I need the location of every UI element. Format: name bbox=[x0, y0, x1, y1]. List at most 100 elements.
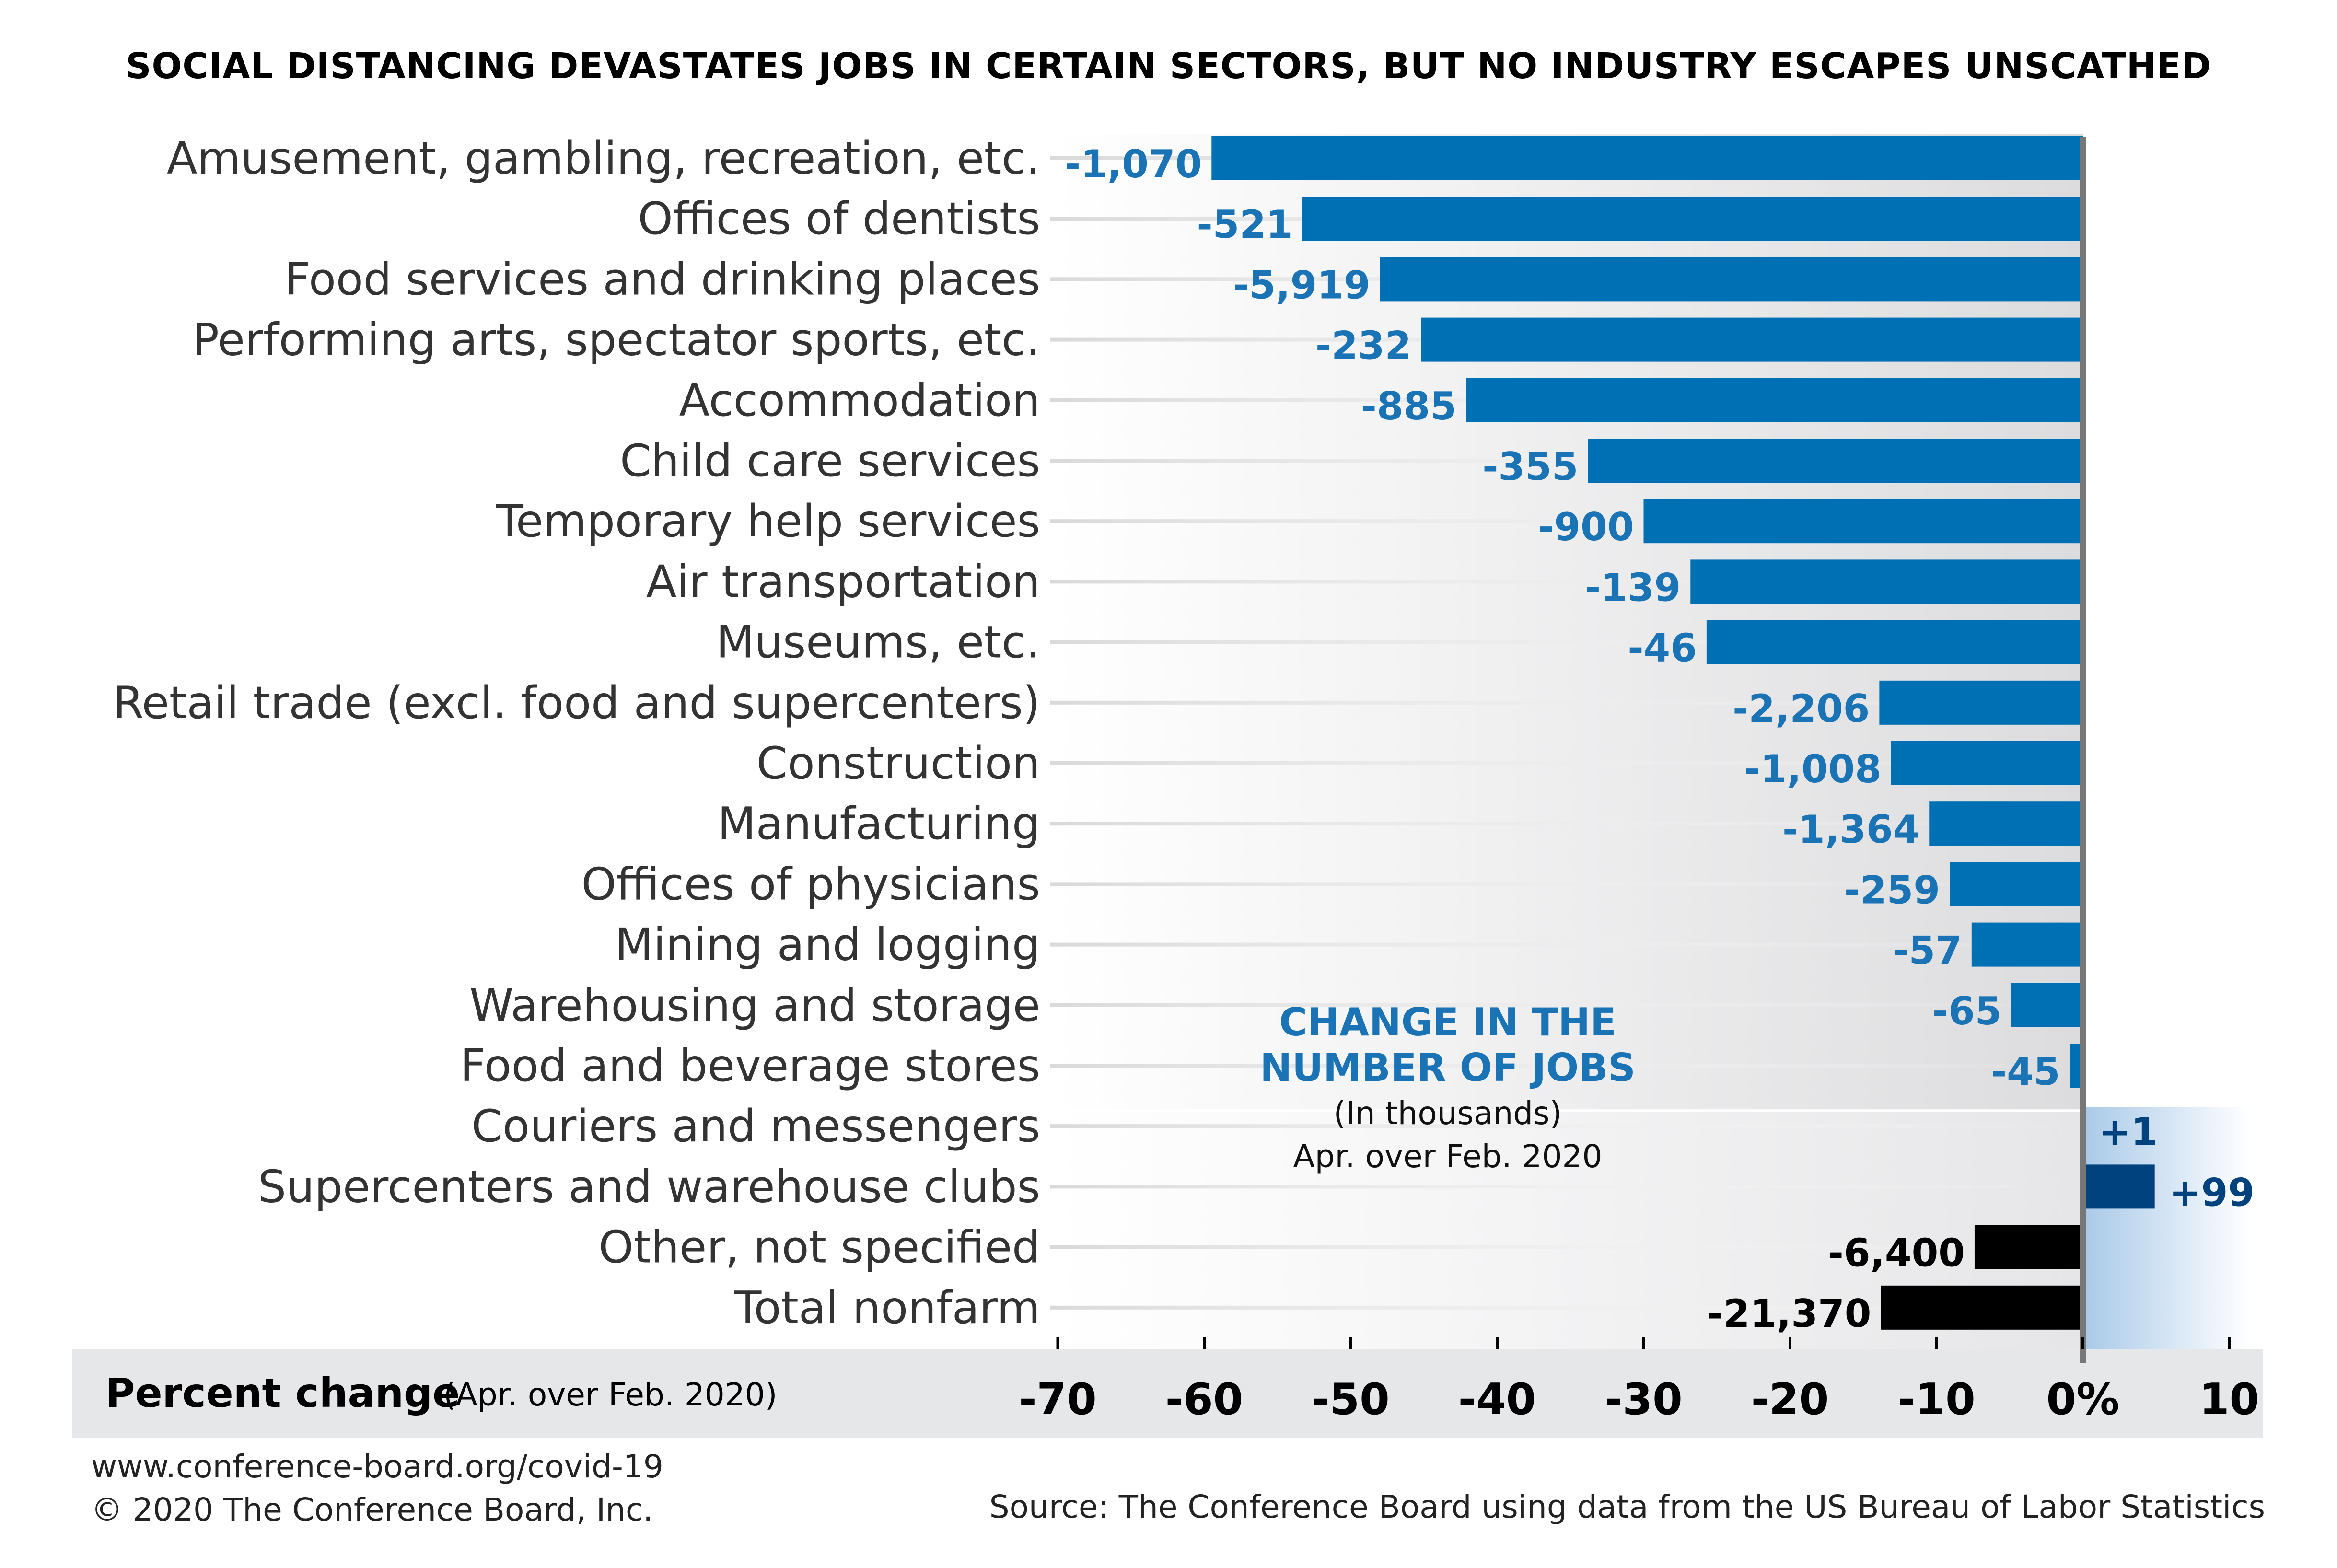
data-label: -355 bbox=[1482, 444, 1578, 489]
bar bbox=[1643, 499, 2083, 544]
annotation-sub-1: (In thousands) bbox=[1334, 1095, 1562, 1132]
category-label: Construction bbox=[756, 737, 1040, 789]
data-label: -1,008 bbox=[1744, 747, 1882, 791]
bar-row: Museums, etc. -46 bbox=[716, 616, 2083, 671]
x-tick bbox=[1496, 1337, 1499, 1349]
leader-line bbox=[1050, 1003, 2083, 1007]
data-label: -232 bbox=[1315, 324, 1411, 368]
category-label: Other, not specified bbox=[598, 1221, 1040, 1273]
category-label: Supercenters and warehouse clubs bbox=[258, 1161, 1040, 1212]
leader-line bbox=[1050, 1124, 2083, 1128]
annotation-heading-2: NUMBER OF JOBS bbox=[1260, 1045, 1635, 1090]
bar-row: Performing arts, spectator sports, etc. -… bbox=[192, 314, 2083, 368]
category-label: Air transportation bbox=[646, 556, 1040, 607]
leader-line bbox=[1050, 1305, 2083, 1310]
data-label: -2,206 bbox=[1732, 686, 1870, 731]
bar-row: Food services and drinking places -5,919 bbox=[285, 253, 2083, 307]
x-tick bbox=[1203, 1337, 1206, 1349]
annotation-box: CHANGE IN THE NUMBER OF JOBS (In thousan… bbox=[1260, 1000, 1635, 1175]
bar-row: Child care services -355 bbox=[620, 435, 2083, 489]
data-label: -521 bbox=[1197, 202, 1292, 247]
category-label: Manufacturing bbox=[718, 798, 1040, 849]
data-label: -6,400 bbox=[1828, 1231, 1965, 1276]
bar-row: Accommodation -885 bbox=[679, 374, 2083, 429]
bar bbox=[1588, 439, 2083, 483]
category-label: Child care services bbox=[620, 435, 1040, 487]
x-tick-label: -70 bbox=[1019, 1374, 1097, 1425]
bar bbox=[2011, 983, 2083, 1027]
bar-row: Manufacturing -1,364 bbox=[718, 798, 2083, 852]
bar bbox=[1949, 862, 2083, 906]
bar bbox=[1380, 257, 2083, 302]
data-label: -139 bbox=[1585, 565, 1681, 610]
leader-line bbox=[1050, 1064, 2083, 1068]
data-label: -21,370 bbox=[1707, 1291, 1871, 1336]
x-tick bbox=[1642, 1337, 1645, 1349]
bar bbox=[1974, 1225, 2083, 1269]
annotation-sub-2: Apr. over Feb. 2020 bbox=[1293, 1138, 1602, 1175]
bar bbox=[1971, 922, 2083, 967]
bar-row: Couriers and messengers +1 bbox=[471, 1100, 2157, 1154]
bar-row: Food and beverage stores -45 bbox=[460, 1040, 2083, 1094]
x-tick bbox=[1056, 1337, 1059, 1349]
x-tick-label: -50 bbox=[1312, 1374, 1390, 1425]
category-label: Food services and drinking places bbox=[285, 253, 1040, 305]
bar-row: Amusement, gambling, recreation, etc. -1,… bbox=[167, 132, 2083, 186]
bar-row: Offices of physicians -259 bbox=[581, 858, 2083, 912]
bar-row: Temporary help services -900 bbox=[496, 495, 2083, 549]
bar-row: Other, not specified -6,400 bbox=[598, 1221, 2083, 1276]
data-label: -57 bbox=[1893, 929, 1962, 973]
data-label: +1 bbox=[2099, 1110, 2158, 1154]
category-label: Warehousing and storage bbox=[469, 979, 1040, 1031]
data-label: -46 bbox=[1628, 626, 1697, 671]
bar bbox=[2083, 1164, 2155, 1209]
bar bbox=[1929, 801, 2083, 846]
data-label: -45 bbox=[1991, 1049, 2060, 1094]
leader-line bbox=[1050, 1245, 2083, 1249]
leader-line bbox=[1050, 822, 2083, 826]
footer-left: www.conference-board.org/covid-19 © 2020… bbox=[91, 1445, 663, 1532]
bar-row: Total nonfarm -21,370 bbox=[734, 1282, 2083, 1336]
leader-line bbox=[1050, 700, 2083, 705]
footer-source: Source: The Conference Board using data … bbox=[989, 1488, 2265, 1525]
leader-line bbox=[1050, 580, 2083, 584]
category-label: Food and beverage stores bbox=[460, 1040, 1040, 1092]
annotation-heading-1: CHANGE IN THE bbox=[1279, 1000, 1616, 1045]
zero-line bbox=[2080, 137, 2086, 1363]
bar bbox=[1891, 741, 2083, 785]
bar bbox=[1466, 378, 2083, 422]
bar bbox=[1881, 1285, 2083, 1330]
chart-title: SOCIAL DISTANCING DEVASTATES JOBS IN CER… bbox=[126, 46, 2211, 87]
x-tick bbox=[1789, 1337, 1791, 1349]
leader-line bbox=[1050, 519, 2083, 523]
x-tick-label: -30 bbox=[1605, 1374, 1683, 1425]
x-tick-label: -10 bbox=[1897, 1374, 1976, 1425]
category-label: Accommodation bbox=[679, 374, 1040, 426]
positive-region bbox=[2083, 1107, 2249, 1354]
category-label: Museums, etc. bbox=[716, 616, 1040, 668]
leader-line bbox=[1050, 882, 2083, 886]
x-axis-title: Percent change bbox=[105, 1370, 460, 1417]
data-label: -900 bbox=[1538, 505, 1634, 549]
data-label: -1,070 bbox=[1065, 142, 1202, 186]
bar bbox=[1421, 317, 2083, 362]
category-label: Offices of physicians bbox=[581, 858, 1040, 910]
x-tick bbox=[2081, 1337, 2084, 1349]
data-label: +99 bbox=[2169, 1170, 2255, 1215]
data-label: -1,364 bbox=[1782, 807, 1919, 852]
x-tick-label: 10 bbox=[2199, 1374, 2259, 1425]
leader-line bbox=[1050, 640, 2083, 644]
category-label: Amusement, gambling, recreation, etc. bbox=[167, 132, 1040, 184]
data-label: -885 bbox=[1361, 384, 1457, 429]
x-tick-label: -40 bbox=[1458, 1374, 1536, 1425]
bar-row: Offices of dentists -521 bbox=[638, 193, 2083, 247]
leader-line bbox=[1050, 1185, 2083, 1189]
bar bbox=[1690, 559, 2083, 604]
x-tick-label: 0% bbox=[2046, 1374, 2120, 1425]
category-label: Retail trade (excl. food and supercenter… bbox=[113, 677, 1040, 729]
bar-row: Mining and logging -57 bbox=[615, 919, 2083, 973]
bar-row: Air transportation -139 bbox=[646, 556, 2083, 610]
bar bbox=[1302, 197, 2083, 241]
bar bbox=[1706, 620, 2083, 664]
